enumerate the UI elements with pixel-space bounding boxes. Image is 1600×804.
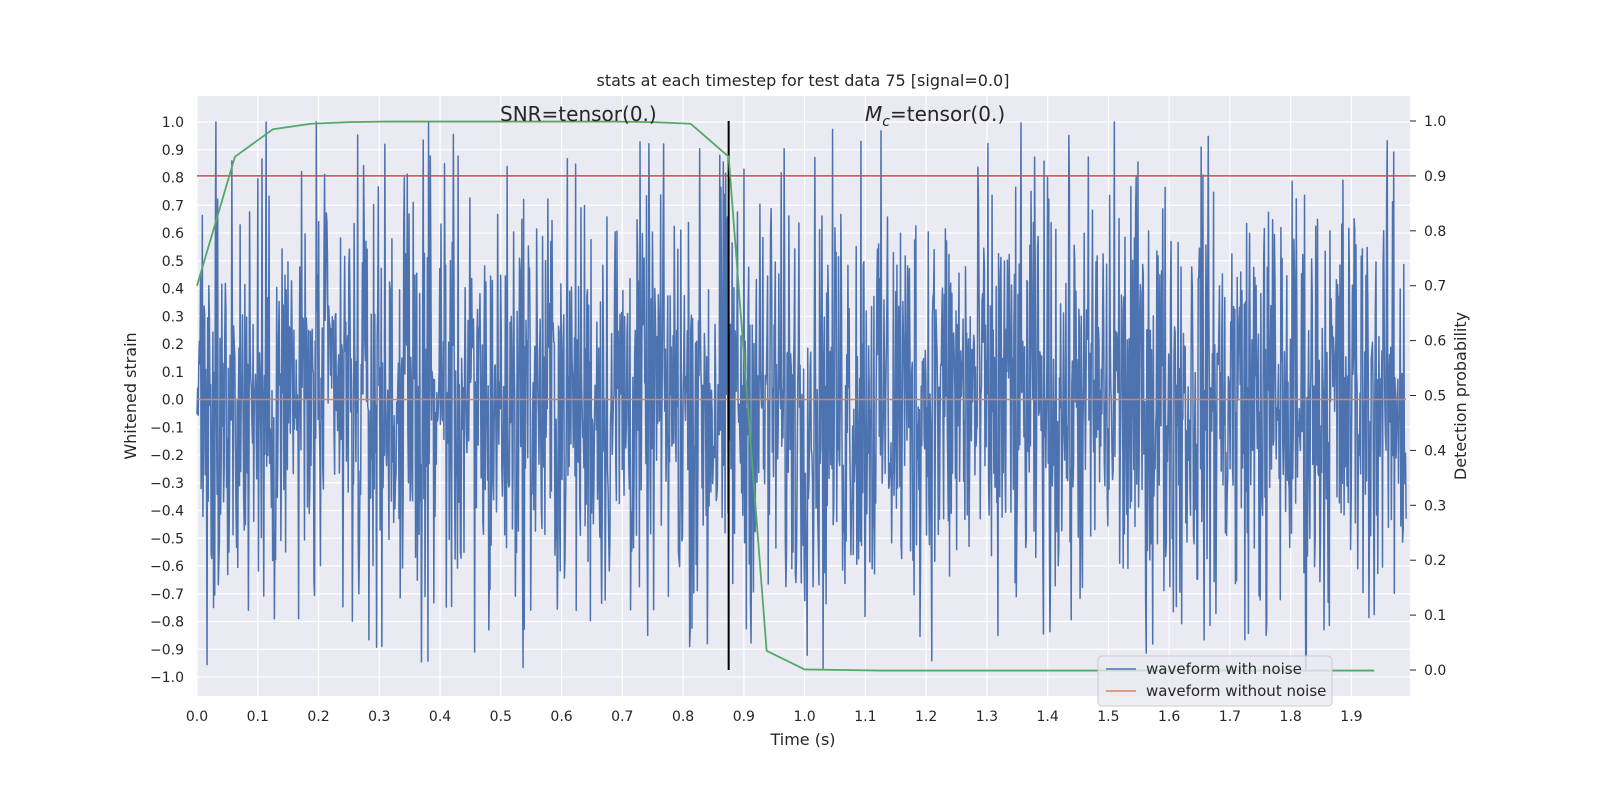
- y2-tick-label: 0.9: [1424, 169, 1446, 185]
- x-tick-label: 1.5: [1097, 709, 1119, 725]
- y-tick-label: 0.3: [162, 309, 184, 325]
- x-tick-label: 0.8: [672, 709, 694, 725]
- y2-tick-label: 0.1: [1424, 608, 1446, 624]
- y-tick-label: 0.2: [162, 337, 184, 353]
- x-tick-label: 1.8: [1280, 709, 1302, 725]
- y-tick-label: 0.7: [162, 198, 184, 214]
- x-tick-label: 1.1: [854, 709, 876, 725]
- y-tick-label: 0.6: [162, 226, 184, 242]
- x-tick-label: 0.4: [429, 709, 451, 725]
- y-tick-label: 0.9: [162, 143, 184, 159]
- y-tick-label: −0.4: [150, 504, 184, 520]
- y-tick-label: 0.1: [162, 365, 184, 381]
- legend-box: [1097, 655, 1333, 707]
- x-tick-label: 0.3: [368, 709, 390, 725]
- y-tick-label: 0.0: [162, 393, 184, 409]
- chart-title: stats at each timestep for test data 75 …: [597, 71, 1010, 90]
- y2-tick-label: 0.2: [1424, 553, 1446, 569]
- y-tick-label: −0.9: [150, 642, 184, 658]
- x-tick-label: 1.2: [915, 709, 937, 725]
- y2-tick-label: 0.0: [1424, 663, 1446, 679]
- waveform-with-noise-line: [196, 121, 1407, 670]
- chirp-mass-annotation: Mc=tensor(0.): [865, 102, 1005, 130]
- y2-tick-label: 0.7: [1424, 279, 1446, 295]
- y2-axis-label: Detection probability: [1451, 312, 1470, 480]
- x-tick-label: 0.2: [307, 709, 329, 725]
- y-tick-label: 0.8: [162, 171, 184, 187]
- y-tick-label: −0.7: [150, 587, 184, 603]
- snr-annotation: SNR=tensor(0.): [500, 102, 657, 126]
- x-tick-label: 0.5: [490, 709, 512, 725]
- noise-waveform-group: [196, 121, 1407, 670]
- x-tick-label: 0.7: [611, 709, 633, 725]
- x-axis-label: Time (s): [769, 730, 835, 749]
- y2-tick-label: 0.5: [1424, 389, 1446, 405]
- y-tick-label: −0.1: [150, 420, 184, 436]
- tick-labels: 0.0 0.1 0.2 0.3 0.4 0.5 0.6 0.7 0.8 0.9 1.0 1.1 1.2 1…: [150, 114, 1446, 725]
- x-tick-label: 1.6: [1158, 709, 1180, 725]
- legend-label-noise: waveform with noise: [1146, 660, 1302, 678]
- x-tick-label: 1.9: [1340, 709, 1362, 725]
- y2-tick-label: 1.0: [1424, 114, 1446, 130]
- legend: waveform with noise waveform without noi…: [1097, 655, 1333, 707]
- y-tick-label: −0.5: [150, 531, 184, 547]
- x-tick-label: 0.0: [186, 709, 208, 725]
- lines-group: [196, 120, 1410, 672]
- x-tick-label: 0.1: [247, 709, 269, 725]
- y-axis-label: Whitened strain: [121, 332, 140, 459]
- x-tick-label: 0.9: [733, 709, 755, 725]
- y2-tick-label: 0.8: [1424, 224, 1446, 240]
- y-tick-label: 1.0: [162, 115, 184, 131]
- legend-label-clean: waveform without noise: [1146, 682, 1326, 700]
- y-tick-label: 0.4: [162, 282, 184, 298]
- x-tick-label: 1.0: [793, 709, 815, 725]
- x-tick-label: 1.4: [1037, 709, 1059, 725]
- y-tick-label: −0.6: [150, 559, 184, 575]
- y2-tick-label: 0.3: [1424, 498, 1446, 514]
- y-tick-label: −0.2: [150, 448, 184, 464]
- y-tick-label: −0.8: [150, 615, 184, 631]
- y2-tick-label: 0.4: [1424, 443, 1446, 459]
- y-tick-label: −0.3: [150, 476, 184, 492]
- y2-tick-label: 0.6: [1424, 334, 1446, 350]
- x-tick-label: 1.3: [976, 709, 998, 725]
- x-tick-label: 0.6: [550, 709, 572, 725]
- y-tick-label: −1.0: [150, 670, 184, 686]
- x-tick-label: 1.7: [1219, 709, 1241, 725]
- y-tick-label: 0.5: [162, 254, 184, 270]
